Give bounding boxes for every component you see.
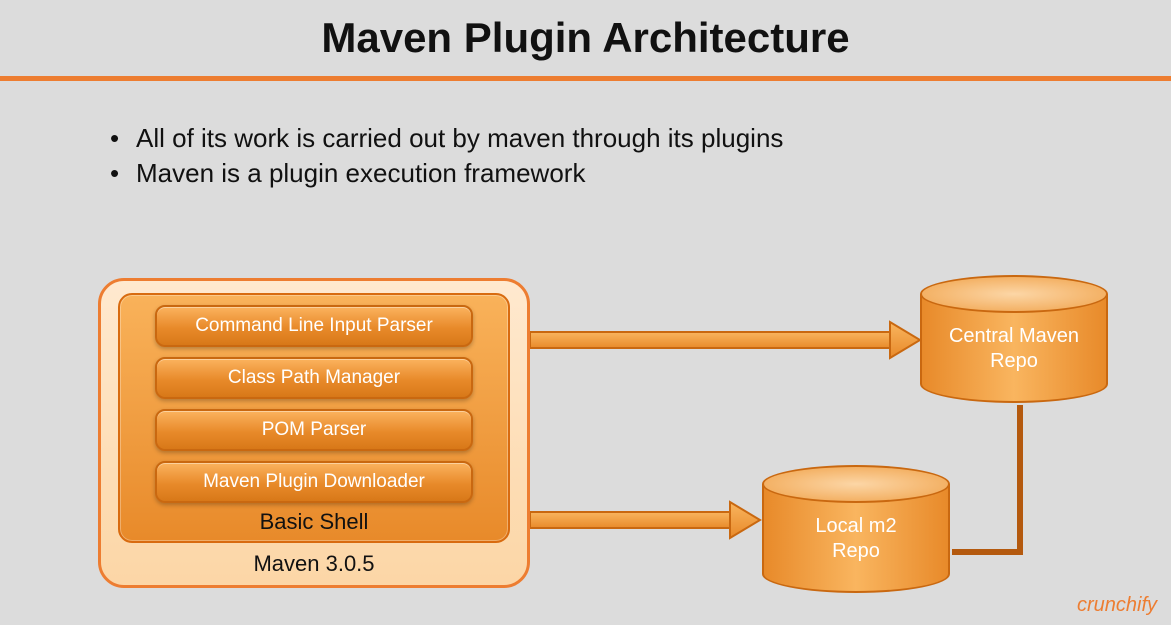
watermark-text: crunchify [1077, 594, 1157, 617]
maven-container-box: Maven 3.0.5 [98, 278, 530, 588]
cylinder-body: Central Maven Repo [920, 294, 1108, 384]
cylinder-top [762, 465, 950, 503]
arrow-to-local-repo [530, 502, 760, 538]
connector-central-to-local [952, 405, 1020, 552]
basic-shell-label: Basic Shell [120, 509, 508, 535]
basic-shell-box: Basic Shell [118, 293, 510, 543]
arrow-to-central-repo [530, 322, 920, 358]
local-repo-label: Local m2 Repo [764, 514, 948, 564]
central-repo-label-line2: Repo [990, 350, 1038, 372]
arrows-layer [0, 0, 1171, 625]
component-classpath-manager: Class Path Manager [155, 357, 473, 399]
local-repo-label-line1: Local m2 [815, 515, 896, 537]
cylinder-body: Local m2 Repo [762, 484, 950, 574]
central-maven-repo-cylinder: Central Maven Repo [920, 275, 1108, 403]
component-cli-parser: Command Line Input Parser [155, 305, 473, 347]
maven-container-label: Maven 3.0.5 [101, 551, 527, 577]
title-underline [0, 76, 1171, 81]
bullet-list: All of its work is carried out by maven … [110, 121, 1171, 191]
bullet-item: Maven is a plugin execution framework [110, 156, 1171, 191]
architecture-diagram: Maven 3.0.5 Basic Shell Command Line Inp… [0, 0, 1171, 625]
component-pom-parser: POM Parser [155, 409, 473, 451]
local-repo-label-line2: Repo [832, 540, 880, 562]
cylinder-bottom [920, 365, 1108, 403]
local-m2-repo-cylinder: Local m2 Repo [762, 465, 950, 593]
slide-title: Maven Plugin Architecture [0, 0, 1171, 76]
central-repo-label: Central Maven Repo [922, 324, 1106, 374]
bullet-item: All of its work is carried out by maven … [110, 121, 1171, 156]
cylinder-top [920, 275, 1108, 313]
component-plugin-downloader: Maven Plugin Downloader [155, 461, 473, 503]
cylinder-bottom [762, 555, 950, 593]
central-repo-label-line1: Central Maven [949, 325, 1079, 347]
